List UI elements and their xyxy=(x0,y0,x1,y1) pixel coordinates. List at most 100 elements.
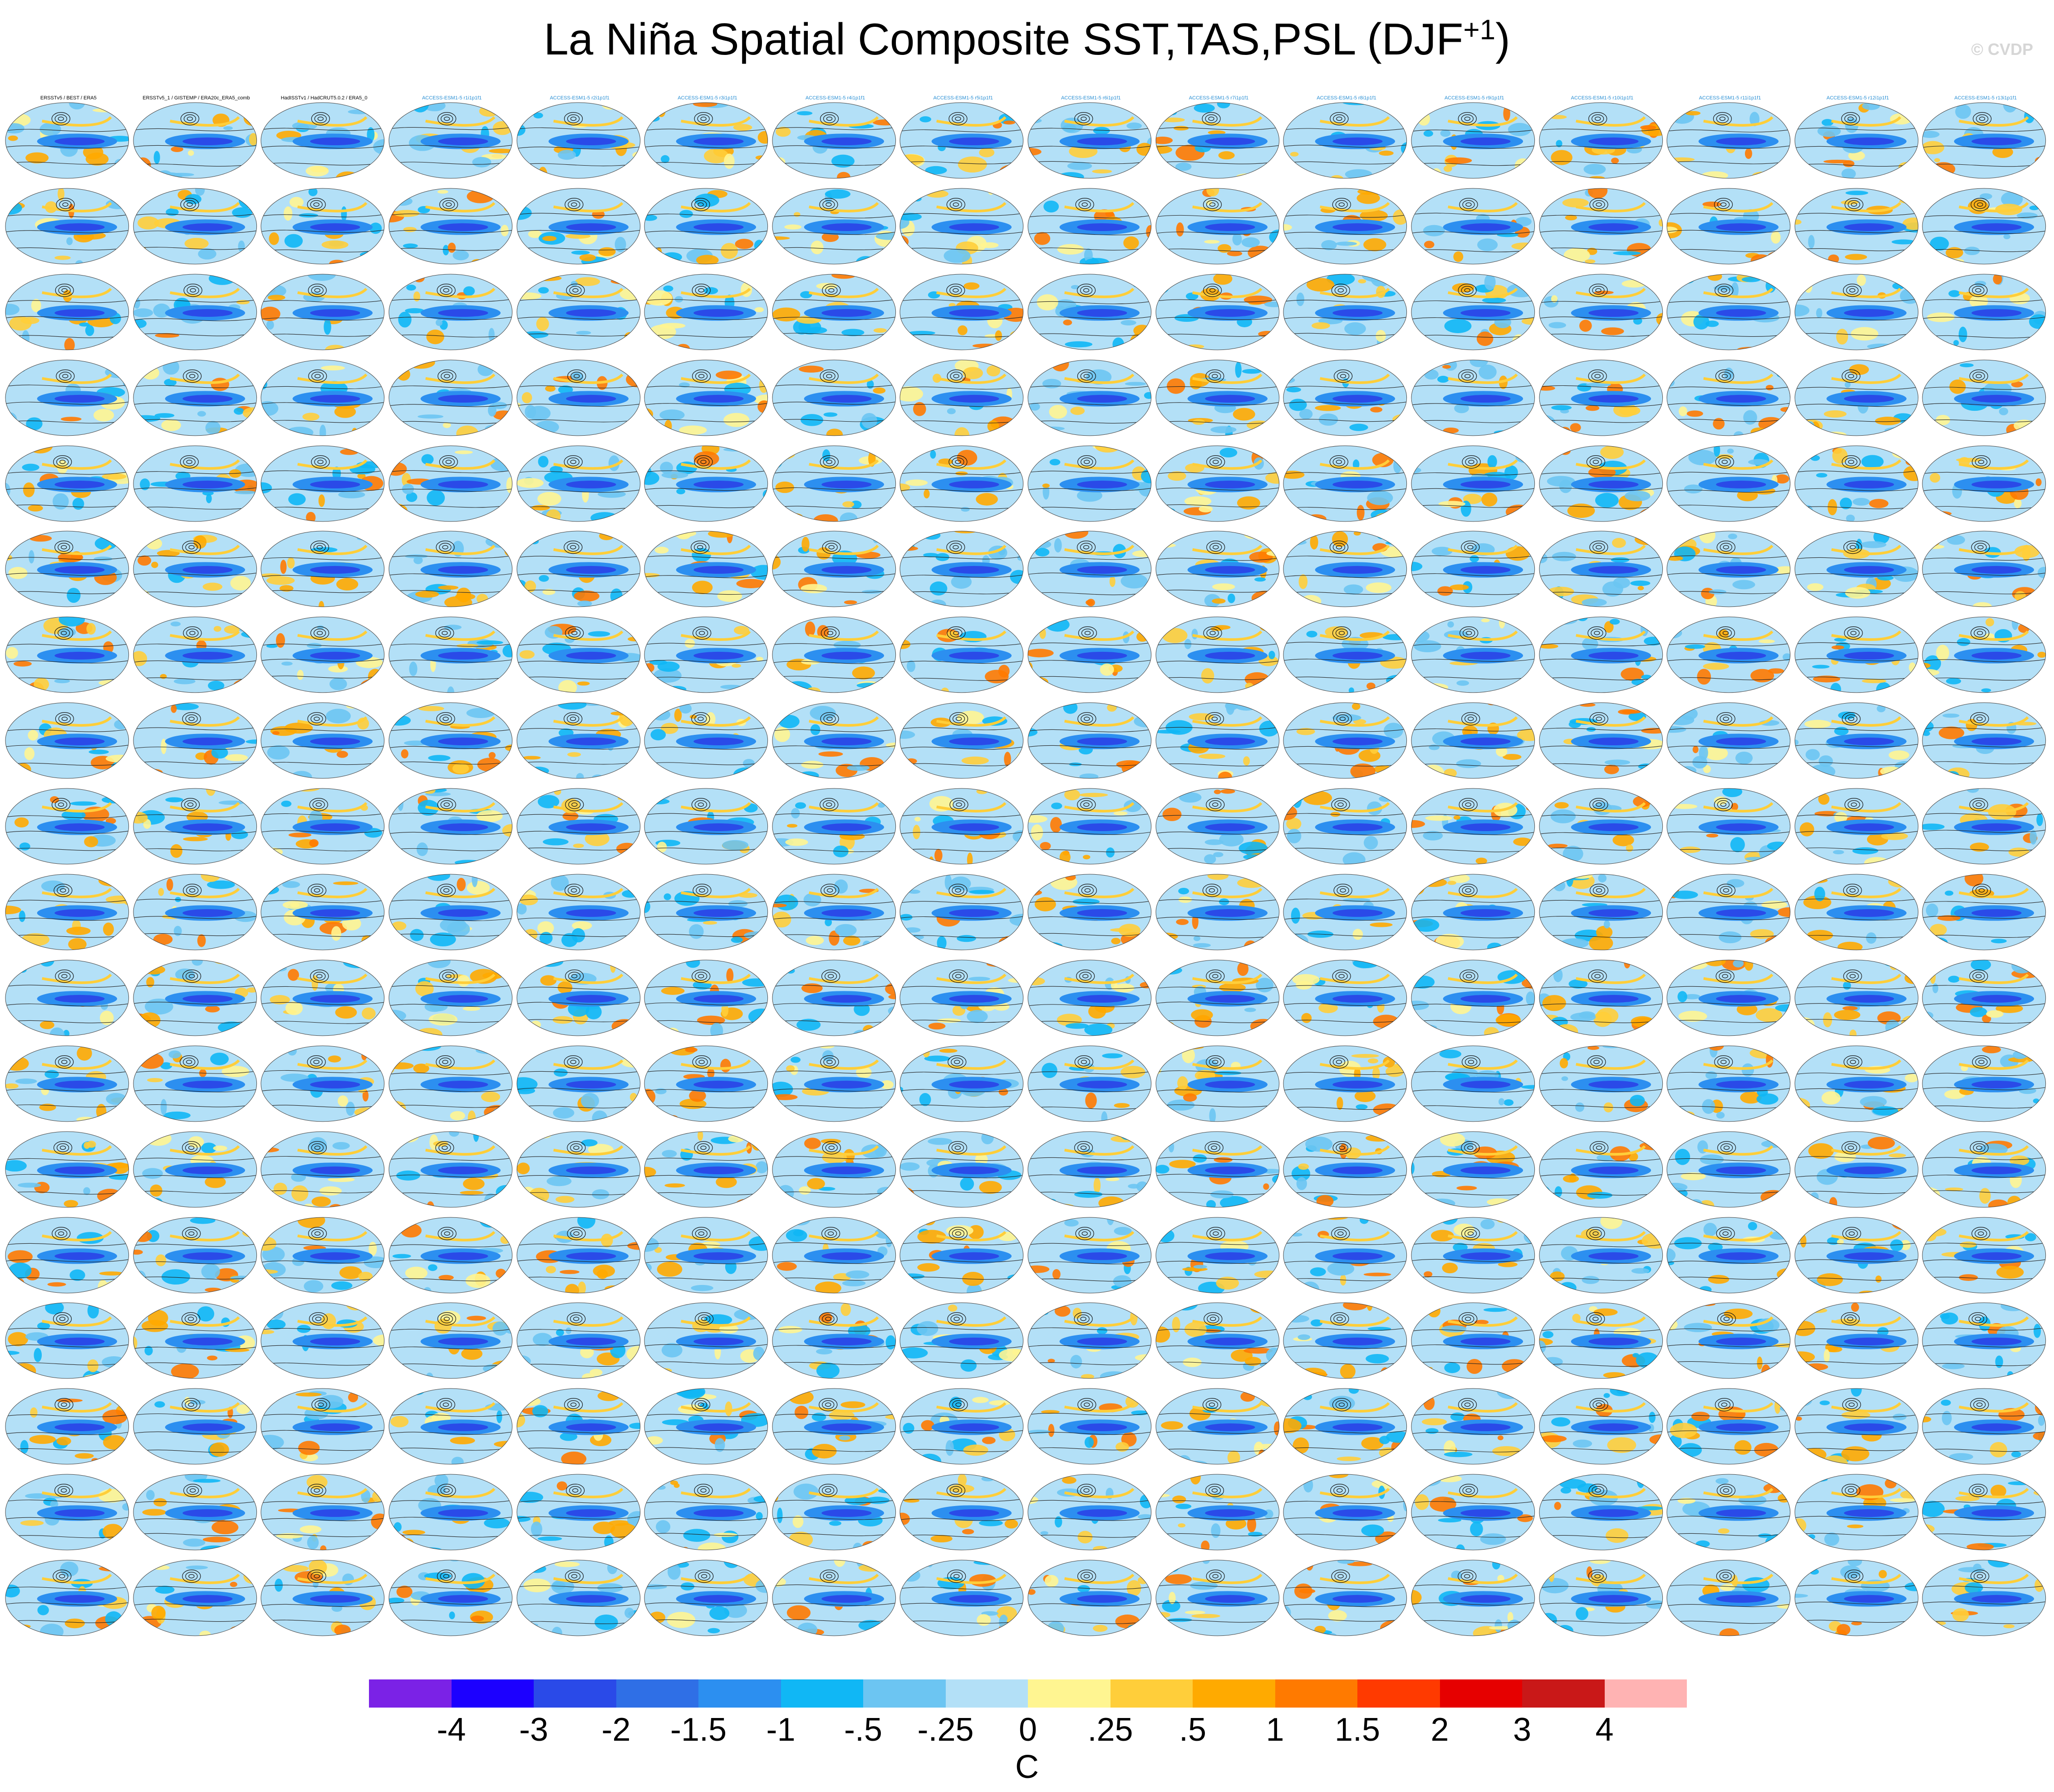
map-panel xyxy=(1538,438,1666,524)
map-panel xyxy=(260,610,388,695)
global-map xyxy=(1922,616,2046,693)
map-panel xyxy=(388,524,516,610)
global-map xyxy=(1283,274,1407,350)
map-panel xyxy=(1027,1210,1155,1296)
map-panel xyxy=(644,867,771,953)
global-map xyxy=(1411,359,1535,436)
global-map xyxy=(644,702,768,779)
global-map xyxy=(1666,102,1791,179)
map-panel xyxy=(899,610,1027,695)
map-panel xyxy=(1410,1124,1538,1210)
global-map xyxy=(1666,188,1791,265)
map-panel xyxy=(133,1124,260,1210)
map-panel xyxy=(133,1553,260,1639)
map-panel xyxy=(1538,610,1666,695)
map-panel xyxy=(1155,181,1283,267)
global-map xyxy=(1411,1045,1535,1122)
global-map xyxy=(1411,188,1535,265)
map-panel: ACCESS-ESM1-5 r2i1p1f1 xyxy=(516,95,644,181)
global-map xyxy=(1922,1217,2046,1293)
global-map xyxy=(388,874,512,950)
map-panel xyxy=(5,781,133,867)
map-panel xyxy=(1538,1295,1666,1381)
map-panel xyxy=(260,1124,388,1210)
map-panel xyxy=(1155,353,1283,438)
global-map xyxy=(1411,445,1535,522)
map-panel-title: ACCESS-ESM1-5 r3i1p1f1 xyxy=(678,95,737,101)
global-map xyxy=(260,531,385,607)
global-map xyxy=(1411,1388,1535,1465)
global-map xyxy=(1794,531,1918,607)
global-map xyxy=(516,274,640,350)
map-panel xyxy=(1794,1381,1922,1467)
map-panel xyxy=(1155,1381,1283,1467)
global-map xyxy=(644,960,768,1036)
map-panel xyxy=(1538,1039,1666,1124)
map-panel xyxy=(5,353,133,438)
map-panel xyxy=(1921,353,2049,438)
map-panel xyxy=(5,524,133,610)
map-panel xyxy=(1666,267,1794,353)
global-map xyxy=(1666,1474,1791,1551)
map-panel xyxy=(1283,867,1410,953)
map-panel xyxy=(1410,1039,1538,1124)
map-panel xyxy=(133,867,260,953)
map-panel xyxy=(899,1553,1027,1639)
global-map xyxy=(1155,788,1279,865)
map-panel xyxy=(5,181,133,267)
global-map xyxy=(1411,788,1535,865)
map-panel xyxy=(1155,867,1283,953)
map-panel xyxy=(1410,1295,1538,1381)
global-map xyxy=(1283,445,1407,522)
global-map xyxy=(1539,274,1663,350)
map-panel xyxy=(1155,1124,1283,1210)
map-panel xyxy=(1283,695,1410,781)
map-panel xyxy=(1155,438,1283,524)
map-panel xyxy=(1794,1039,1922,1124)
global-map xyxy=(516,1302,640,1379)
map-panel xyxy=(899,1210,1027,1296)
global-map xyxy=(1283,102,1407,179)
map-panel xyxy=(260,524,388,610)
colorbar-box xyxy=(1522,1679,1605,1708)
global-map xyxy=(260,702,385,779)
map-panel xyxy=(388,1553,516,1639)
global-map xyxy=(5,1217,129,1293)
global-map xyxy=(1794,1474,1918,1551)
map-panel xyxy=(644,781,771,867)
map-panel xyxy=(1027,953,1155,1039)
map-panel-title: ACCESS-ESM1-5 r6i1p1f1 xyxy=(1061,95,1121,101)
global-map xyxy=(1411,1560,1535,1636)
map-panel xyxy=(1666,867,1794,953)
global-map xyxy=(1027,1217,1152,1293)
map-panel xyxy=(516,610,644,695)
global-map xyxy=(1666,874,1791,950)
global-map xyxy=(133,874,257,950)
global-map xyxy=(516,1474,640,1551)
map-panel xyxy=(1666,1553,1794,1639)
global-map xyxy=(133,274,257,350)
map-panel xyxy=(771,181,899,267)
map-panel xyxy=(260,867,388,953)
global-map xyxy=(388,1217,512,1293)
colorbar-tick-labels: -4 -3 -2 -1.5 -1 -.5 -.25 0 .25 .5 1 1.5 2 3 4 xyxy=(0,1711,2054,1752)
global-map xyxy=(133,1474,257,1551)
global-map xyxy=(1155,359,1279,436)
map-panel-grid: ERSSTv5 / BEST / ERA5 ERSSTv5_1 / GISTEMP… xyxy=(5,95,2049,1639)
global-map xyxy=(388,960,512,1036)
global-map xyxy=(260,788,385,865)
global-map xyxy=(5,702,129,779)
map-panel xyxy=(388,353,516,438)
global-map xyxy=(1922,359,2046,436)
map-panel xyxy=(1538,181,1666,267)
global-map xyxy=(644,788,768,865)
map-panel xyxy=(644,353,771,438)
global-map xyxy=(1539,1217,1663,1293)
global-map xyxy=(1411,960,1535,1036)
map-panel xyxy=(1921,1295,2049,1381)
global-map xyxy=(1283,788,1407,865)
map-panel xyxy=(133,953,260,1039)
map-panel xyxy=(260,1039,388,1124)
map-panel xyxy=(1410,1381,1538,1467)
global-map xyxy=(1411,1217,1535,1293)
